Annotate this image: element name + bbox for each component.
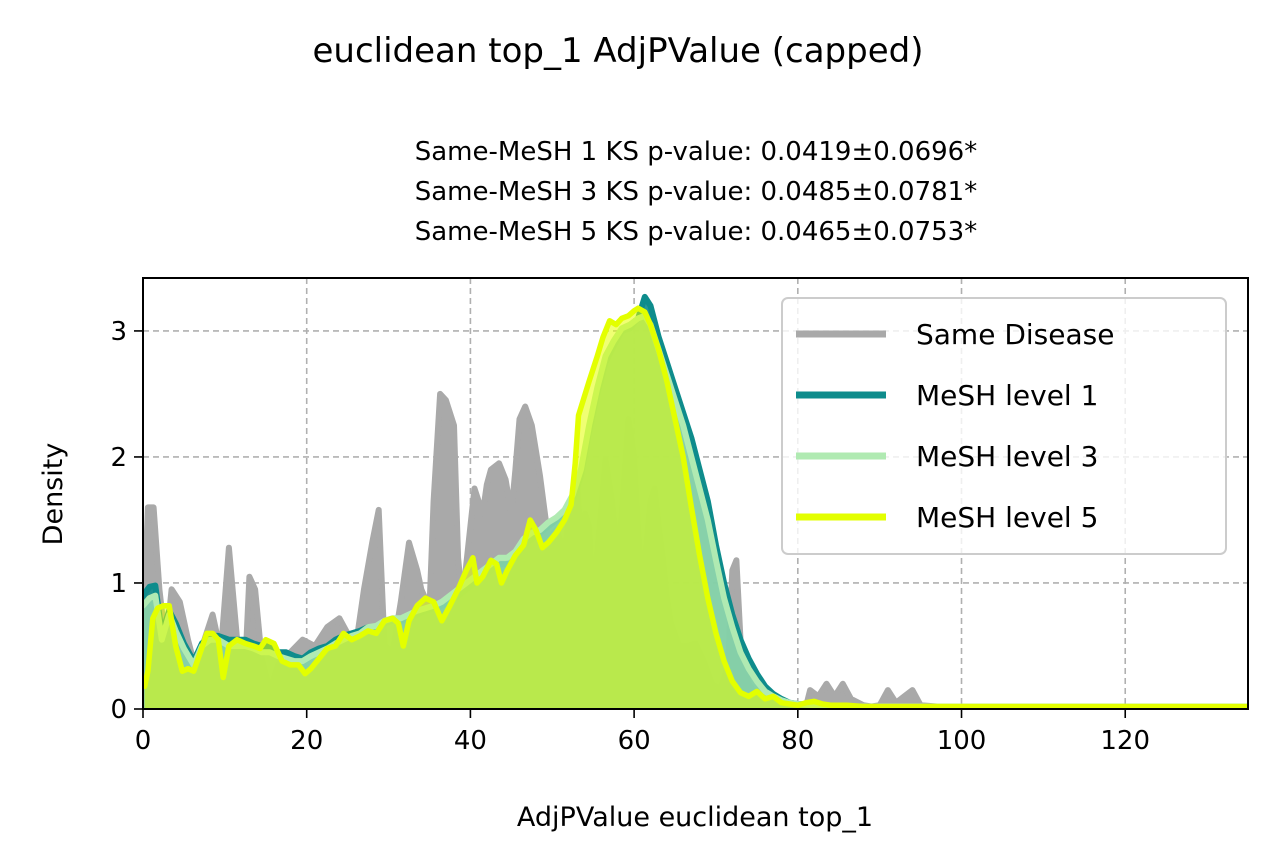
x-tick-label: 0	[135, 726, 152, 756]
series-line-4	[143, 305, 1248, 709]
plot-area	[143, 293, 1248, 709]
y-tick-label: 0	[110, 695, 127, 725]
x-tick-label: 20	[290, 726, 323, 756]
x-tick-label: 100	[937, 726, 987, 756]
x-tick-label: 80	[781, 726, 814, 756]
ks-pvalue-line-3: Same-MeSH 5 KS p-value: 0.0465±0.0753*	[415, 217, 977, 247]
legend-label-1: Same Disease	[916, 318, 1114, 351]
legend: Same Disease MeSH level 1 MeSH level 3 MeSH…	[781, 297, 1227, 555]
series-group	[143, 293, 1248, 709]
y-tick-label: 3	[110, 317, 127, 347]
x-axis-label: AdjPValue euclidean top_1	[517, 802, 873, 833]
x-tick-label: 120	[1100, 726, 1150, 756]
legend-box	[781, 297, 1227, 555]
legend-label-3: MeSH level 3	[916, 440, 1098, 473]
legend-label-2: MeSH level 1	[916, 379, 1098, 412]
axis-ticks: 0 20 40 60 80 100 120 0 1 2 3	[110, 317, 1150, 756]
ks-pvalue-line-1: Same-MeSH 1 KS p-value: 0.0419±0.0696*	[415, 137, 977, 167]
y-axis-label: Density	[38, 443, 69, 546]
x-tick-label: 40	[454, 726, 487, 756]
plot-frame	[142, 277, 1249, 710]
series-area-4	[144, 308, 1248, 709]
y-tick-label: 2	[110, 443, 127, 473]
x-tick-label: 60	[618, 726, 651, 756]
ks-pvalue-line-2: Same-MeSH 3 KS p-value: 0.0485±0.0781*	[415, 177, 977, 207]
legend-label-4: MeSH level 5	[916, 501, 1098, 534]
chart-title: euclidean top_1 AdjPValue (capped)	[313, 31, 924, 71]
y-tick-label: 1	[110, 569, 127, 599]
